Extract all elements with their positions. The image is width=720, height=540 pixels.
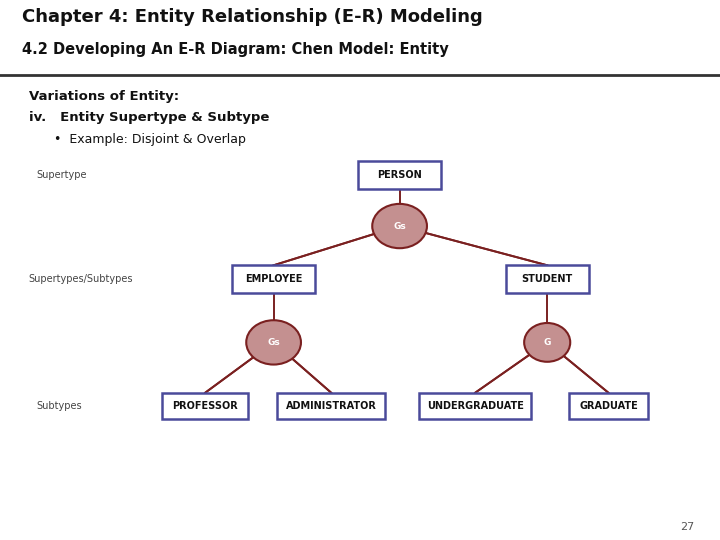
Text: PROFESSOR: PROFESSOR — [172, 401, 238, 411]
Text: STUDENT: STUDENT — [521, 274, 573, 284]
Text: EMPLOYEE: EMPLOYEE — [245, 274, 302, 284]
Text: 4.2 Developing An E-R Diagram: Chen Model: Entity: 4.2 Developing An E-R Diagram: Chen Mode… — [22, 42, 449, 57]
Text: 27: 27 — [680, 522, 695, 532]
Text: G: G — [544, 338, 551, 347]
FancyBboxPatch shape — [162, 393, 248, 420]
Text: iv.   Entity Supertype & Subtype: iv. Entity Supertype & Subtype — [29, 111, 269, 124]
FancyBboxPatch shape — [419, 393, 531, 420]
Text: ADMINISTRATOR: ADMINISTRATOR — [286, 401, 377, 411]
Text: Supertypes/Subtypes: Supertypes/Subtypes — [29, 274, 133, 284]
Text: Chapter 4: Entity Relationship (E-R) Modeling: Chapter 4: Entity Relationship (E-R) Mod… — [22, 8, 482, 26]
Text: UNDERGRADUATE: UNDERGRADUATE — [427, 401, 523, 411]
Text: •  Example: Disjoint & Overlap: • Example: Disjoint & Overlap — [54, 133, 246, 146]
FancyBboxPatch shape — [232, 265, 315, 293]
Text: GRADUATE: GRADUATE — [579, 401, 638, 411]
FancyBboxPatch shape — [569, 393, 648, 420]
FancyBboxPatch shape — [359, 161, 441, 189]
Text: Variations of Entity:: Variations of Entity: — [29, 90, 179, 103]
Ellipse shape — [372, 204, 427, 248]
Text: Gs: Gs — [267, 338, 280, 347]
Ellipse shape — [246, 320, 301, 364]
Text: Subtypes: Subtypes — [36, 401, 81, 411]
Ellipse shape — [524, 323, 570, 362]
Text: Supertype: Supertype — [36, 170, 86, 180]
Text: PERSON: PERSON — [377, 170, 422, 180]
FancyBboxPatch shape — [277, 393, 385, 420]
FancyBboxPatch shape — [505, 265, 589, 293]
Text: Gs: Gs — [393, 221, 406, 231]
